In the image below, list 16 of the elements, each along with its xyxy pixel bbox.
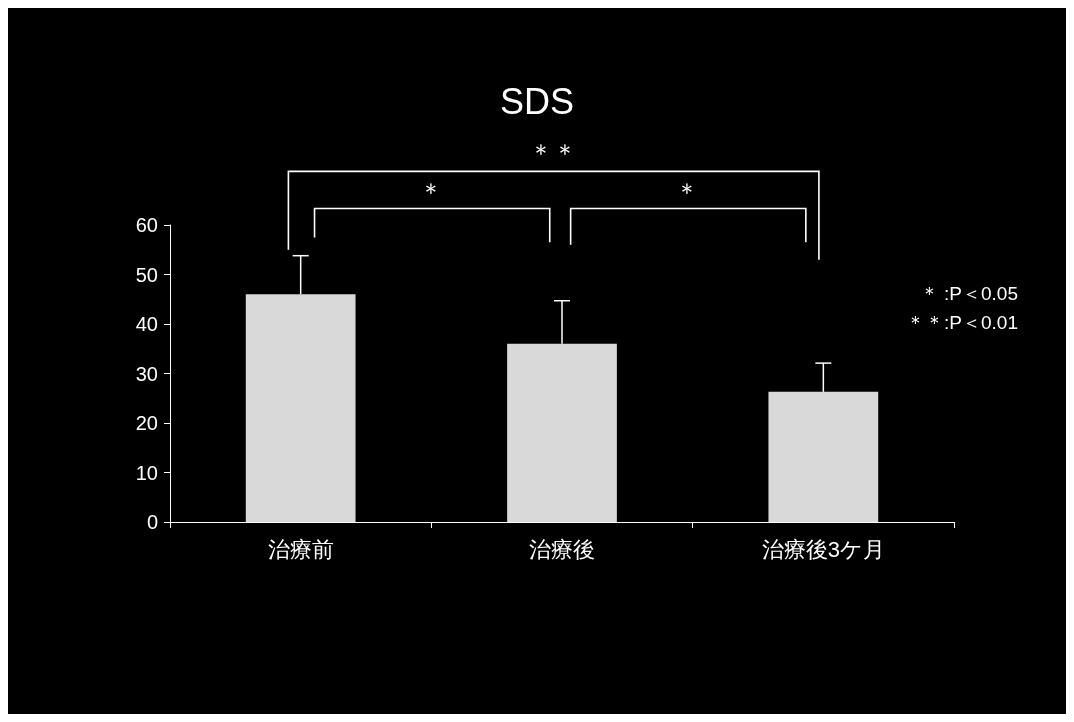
annotation: ＊ :P＜0.05 bbox=[919, 283, 1018, 304]
text: ＊ bbox=[675, 177, 700, 205]
x-tick-label: 治療後 bbox=[529, 536, 595, 562]
annotation: ＊＊:P＜0.01 bbox=[906, 312, 1018, 333]
text: ＊ bbox=[419, 177, 444, 205]
y-tick-label: 60 bbox=[135, 214, 158, 236]
y-tick-label: 0 bbox=[146, 511, 158, 533]
y-tick-label: 50 bbox=[135, 263, 158, 286]
y-tick-label: 20 bbox=[135, 412, 158, 434]
y-tick-label: 30 bbox=[135, 362, 158, 385]
x-tick-label: 治療後3ケ月 bbox=[761, 536, 885, 562]
x-tick-label: 治療前 bbox=[267, 536, 334, 562]
chart-title: SDS bbox=[499, 80, 575, 122]
y-tick-label: 10 bbox=[135, 461, 158, 484]
text: ＊＊ bbox=[528, 138, 577, 166]
y-tick-label: 40 bbox=[135, 313, 158, 335]
